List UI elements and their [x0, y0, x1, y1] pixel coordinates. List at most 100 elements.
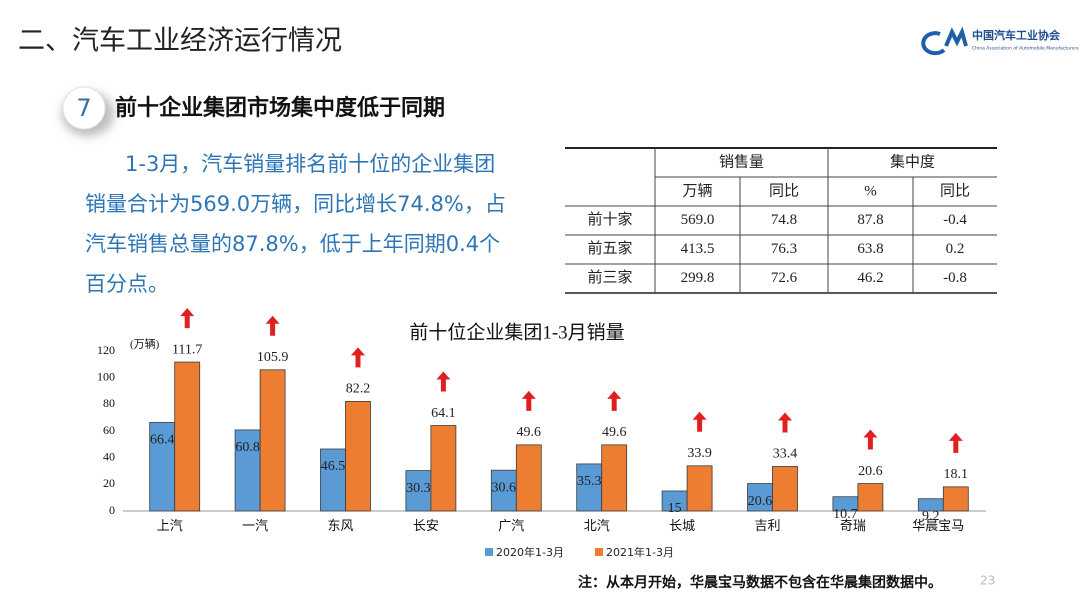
value-label: 30.3: [406, 481, 431, 496]
up-arrow: [521, 390, 536, 411]
logo-subtitle: China Association of Automobile Manufact…: [972, 46, 1079, 52]
value-label: 105.9: [257, 350, 289, 365]
up-arrow: [778, 412, 792, 433]
value-label: 111.7: [172, 342, 202, 357]
table-cell: 87.8: [857, 212, 883, 228]
table-cell: 0.2: [946, 241, 965, 257]
x-tick-label: 吉利: [754, 518, 780, 533]
y-unit: (万辆): [130, 337, 160, 351]
x-tick-label: 奇瑞: [840, 518, 866, 533]
value-label: 33.9: [687, 446, 712, 461]
bar: [234, 429, 261, 512]
table-header: 万辆: [682, 182, 712, 199]
y-tick-label: 60: [103, 423, 115, 437]
bar: [174, 361, 201, 512]
paragraph-line: 销量合计为569.0万辆，同比增长74.8%，占: [85, 192, 506, 216]
legend-label: 2021年1-3月: [606, 545, 674, 559]
value-label: 15: [668, 501, 682, 516]
up-arrow: [607, 390, 622, 411]
x-tick-label: 长城: [669, 518, 695, 533]
bar: [320, 448, 346, 512]
legend-swatch: [485, 548, 493, 556]
y-tick-label: 40: [103, 449, 115, 463]
value-label: 64.1: [431, 406, 456, 421]
bar: [149, 422, 176, 512]
value-label: 20.6: [858, 464, 883, 479]
table-cell: -0.8: [943, 270, 967, 286]
up-arrow: [692, 411, 707, 432]
page-number: 23: [980, 574, 995, 588]
x-tick-label: 一汽: [242, 518, 268, 533]
header-title: 二、汽车工业经济运行情况: [18, 26, 342, 57]
table-cell: 76.3: [771, 241, 797, 257]
value-label: 46.5: [321, 459, 346, 474]
x-tick-label: 华晨宝马: [912, 518, 964, 533]
value-label: 60.8: [235, 440, 260, 455]
table-cell: 46.2: [857, 270, 883, 286]
y-tick-label: 20: [103, 476, 115, 490]
table-header: 集中度: [890, 153, 935, 170]
x-tick-label: 长安: [413, 518, 439, 533]
section-number: 7: [76, 94, 91, 122]
bar: [515, 444, 542, 512]
up-arrow: [863, 429, 878, 450]
value-label: 30.6: [492, 480, 517, 495]
table-cell: 74.8: [771, 212, 797, 228]
note: 注：从本月开始，华晨宝马数据不包含在华晨集团数据中。: [578, 574, 942, 591]
legend-label: 2020年1-3月: [496, 545, 564, 559]
table-header: 同比: [769, 182, 799, 199]
value-label: 20.6: [748, 494, 773, 509]
paragraph-line: 百分点。: [85, 272, 169, 296]
table-cell: 299.8: [681, 270, 715, 286]
section-title: 前十企业集团市场集中度低于同期: [115, 95, 445, 121]
logo-mark: [921, 26, 968, 56]
bar: [345, 400, 371, 512]
paragraph-line: 1-3月，汽车销量排名前十位的企业集团: [125, 152, 495, 176]
value-label: 82.2: [346, 382, 371, 397]
up-arrow: [180, 308, 195, 329]
bar: [430, 425, 457, 512]
bar: [601, 444, 628, 512]
y-tick-label: 100: [97, 369, 115, 383]
x-tick-label: 北汽: [584, 518, 610, 533]
bar: [259, 369, 286, 512]
bar: [857, 483, 884, 512]
logo-name: 中国汽车工业协会: [972, 28, 1061, 42]
bar: [942, 486, 969, 512]
y-tick-label: 0: [109, 503, 115, 517]
value-label: 33.4: [773, 447, 798, 462]
table-header: 同比: [940, 182, 970, 199]
up-arrow: [351, 347, 365, 368]
up-arrow: [265, 315, 280, 336]
value-label: 35.3: [577, 474, 602, 489]
x-tick-label: 广汽: [498, 518, 524, 533]
section-badge: [62, 86, 106, 130]
value-label: 10.7: [833, 507, 858, 522]
value-label: 66.4: [150, 433, 175, 448]
value-label: 9.2: [922, 509, 940, 524]
legend-swatch: [595, 548, 603, 556]
up-arrow: [436, 371, 451, 392]
y-tick-label: 120: [97, 343, 115, 357]
table-cell: 413.5: [681, 241, 715, 257]
table-cell: 前五家: [587, 240, 632, 257]
table-header: 销售量: [719, 153, 764, 170]
value-label: 49.6: [602, 425, 627, 440]
table-cell: 569.0: [681, 212, 715, 228]
bar: [686, 465, 713, 512]
table-header: %: [864, 183, 877, 199]
y-tick-label: 80: [103, 396, 115, 410]
up-arrow: [948, 432, 963, 453]
table-cell: 前三家: [587, 269, 632, 286]
value-label: 49.6: [517, 425, 542, 440]
table-cell: -0.4: [943, 212, 967, 228]
x-tick-label: 上汽: [157, 518, 183, 533]
bar: [747, 483, 773, 512]
bar: [772, 466, 798, 512]
value-label: 18.1: [944, 467, 969, 482]
chart-title: 前十位企业集团1-3月销量: [409, 321, 624, 343]
paragraph-line: 汽车销售总量的87.8%，低于上年同期0.4个: [85, 232, 500, 256]
x-tick-label: 东风: [327, 518, 353, 533]
